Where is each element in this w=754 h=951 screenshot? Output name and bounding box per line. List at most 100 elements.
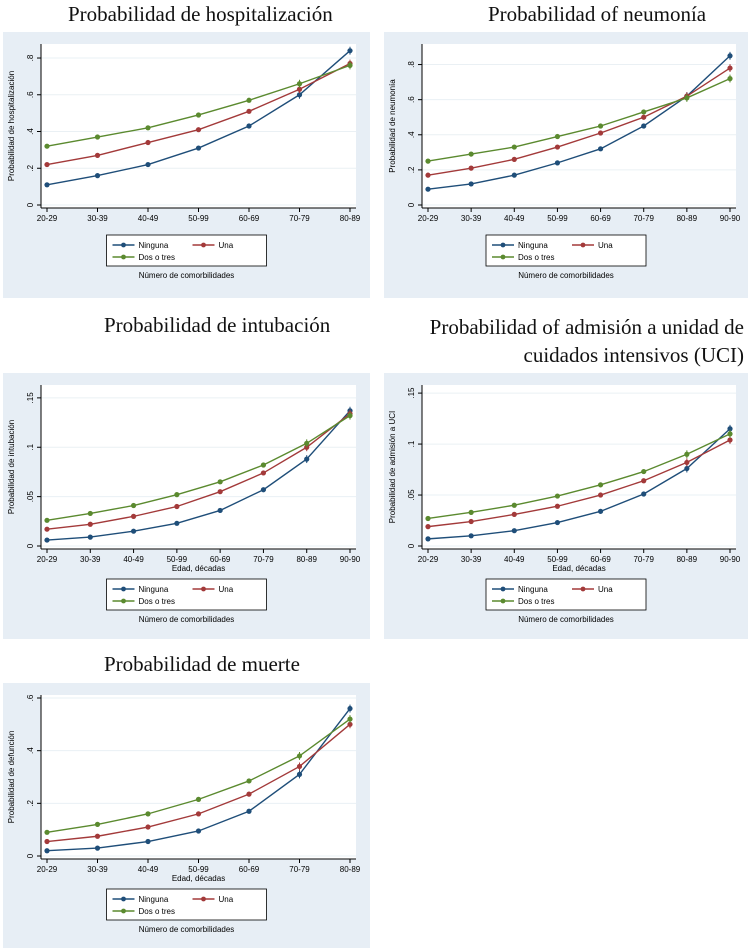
data-point [468,151,474,157]
data-point [304,440,310,446]
data-point [468,165,474,171]
legend-label: Una [219,241,234,250]
data-point [425,172,431,178]
data-point [425,524,431,530]
chart-svg: 0 .2 .4 .6 20-29 30-39 40-49 50-99 60-69 70-79 80-… [7,694,361,934]
y-tick-label: 0 [407,543,416,548]
data-point [554,503,561,509]
legend-label: Ninguna [139,241,169,250]
data-point [145,139,151,146]
legend-swatch-marker [500,598,506,604]
data-point [94,152,101,158]
data-point [260,487,267,493]
data-point [684,95,690,101]
data-point [641,468,647,475]
data-point [511,502,517,508]
chart-neumonia: 0 .2 .4 .6 .8 20-29 30-39 40-49 50-99 60-69 70-79 8… [384,32,748,298]
data-point [347,62,353,68]
data-point [260,462,267,468]
x-tick-label: 80-89 [340,214,361,223]
x-tick-label: 40-49 [504,555,525,564]
data-point [130,513,137,519]
legend-label: Una [219,895,234,904]
data-point [727,53,733,59]
data-point [44,829,50,835]
data-point [44,537,50,543]
data-point [425,186,431,192]
x-tick-label: 50-99 [188,214,209,223]
data-point [195,811,202,817]
data-point [44,848,50,854]
series-line [427,433,731,520]
y-axis-label: Probabilidad de defunción [7,731,16,824]
plot-area [41,44,356,208]
x-tick-label: 80-89 [296,555,317,564]
x-tick-label: 20-29 [418,214,439,223]
data-point [597,508,604,514]
chart-intubacion: 0 .05 .1 .15 20-29 30-39 40-49 50-99 60-69 70-79 8… [3,373,370,639]
legend-title: Número de comorbilidades [518,271,614,280]
x-axis-label: Edad, décadas [172,874,225,883]
y-tick-label: 0 [26,853,35,858]
x-tick-label: 40-49 [504,214,525,223]
legend-swatch-marker [121,242,126,248]
chart-hospitalizacion: 0 .2 .4 .6 .8 20-29 30-39 40-49 50-99 60-69 70-79 8… [3,32,370,298]
legend-label: Una [598,241,613,250]
y-tick-label: .6 [26,694,35,701]
data-point [94,173,101,179]
y-tick-label: .4 [407,131,416,138]
data-point [684,465,690,472]
legend-label: Dos o tres [139,597,175,606]
x-tick-label: 70-79 [289,865,310,874]
data-point [246,97,252,103]
y-tick-label: .1 [407,440,416,447]
y-tick-label: 0 [26,202,35,207]
data-point [641,109,647,115]
series-line [427,439,731,528]
chart-uci: 0 .05 .1 .15 20-29 30-39 40-49 50-99 60-69 70-79 8… [384,373,748,639]
y-tick-label: .15 [407,387,416,399]
data-point [94,134,101,140]
panel-title-uci: Probabilidad of admisión a unidad de cui… [429,315,744,367]
data-point [44,517,50,523]
data-point [597,492,604,498]
x-tick-label: 70-79 [633,555,654,564]
data-point [296,81,303,87]
data-point [217,479,223,485]
data-point [145,161,151,168]
data-point [511,156,517,162]
legend-title: Número de comorbilidades [139,925,235,934]
data-point [511,172,517,178]
legend-label: Dos o tres [518,253,554,262]
data-point [217,489,223,495]
legend-label: Dos o tres [518,597,554,606]
y-axis-label: Probabilidad de admisión a UCI [388,411,397,524]
plot-area [422,44,736,208]
panel-title-intubacion: Probabilidad de intubación [104,313,331,337]
data-point [87,534,93,540]
data-point [174,503,180,510]
data-point [260,470,267,476]
data-point [217,507,223,514]
data-point [130,528,137,534]
data-point [468,518,474,525]
data-point [44,161,50,168]
data-point [727,76,733,82]
y-tick-label: .15 [26,392,35,404]
x-tick-label: 20-29 [37,214,58,223]
x-tick-label: 20-29 [37,555,58,564]
x-tick-label: 70-79 [289,214,310,223]
data-point [425,536,431,542]
x-tick-label: 40-49 [138,865,159,874]
data-point [174,520,180,526]
legend-label: Dos o tres [139,907,175,916]
y-tick-label: .2 [407,166,416,173]
series-line [427,428,731,540]
data-point [145,824,151,830]
legend-box [106,578,267,611]
data-point [296,92,303,98]
data-point [684,459,690,466]
legend-title: Número de comorbilidades [518,615,614,624]
x-tick-label: 90-90 [340,555,361,564]
legend-label: Ninguna [518,241,548,250]
